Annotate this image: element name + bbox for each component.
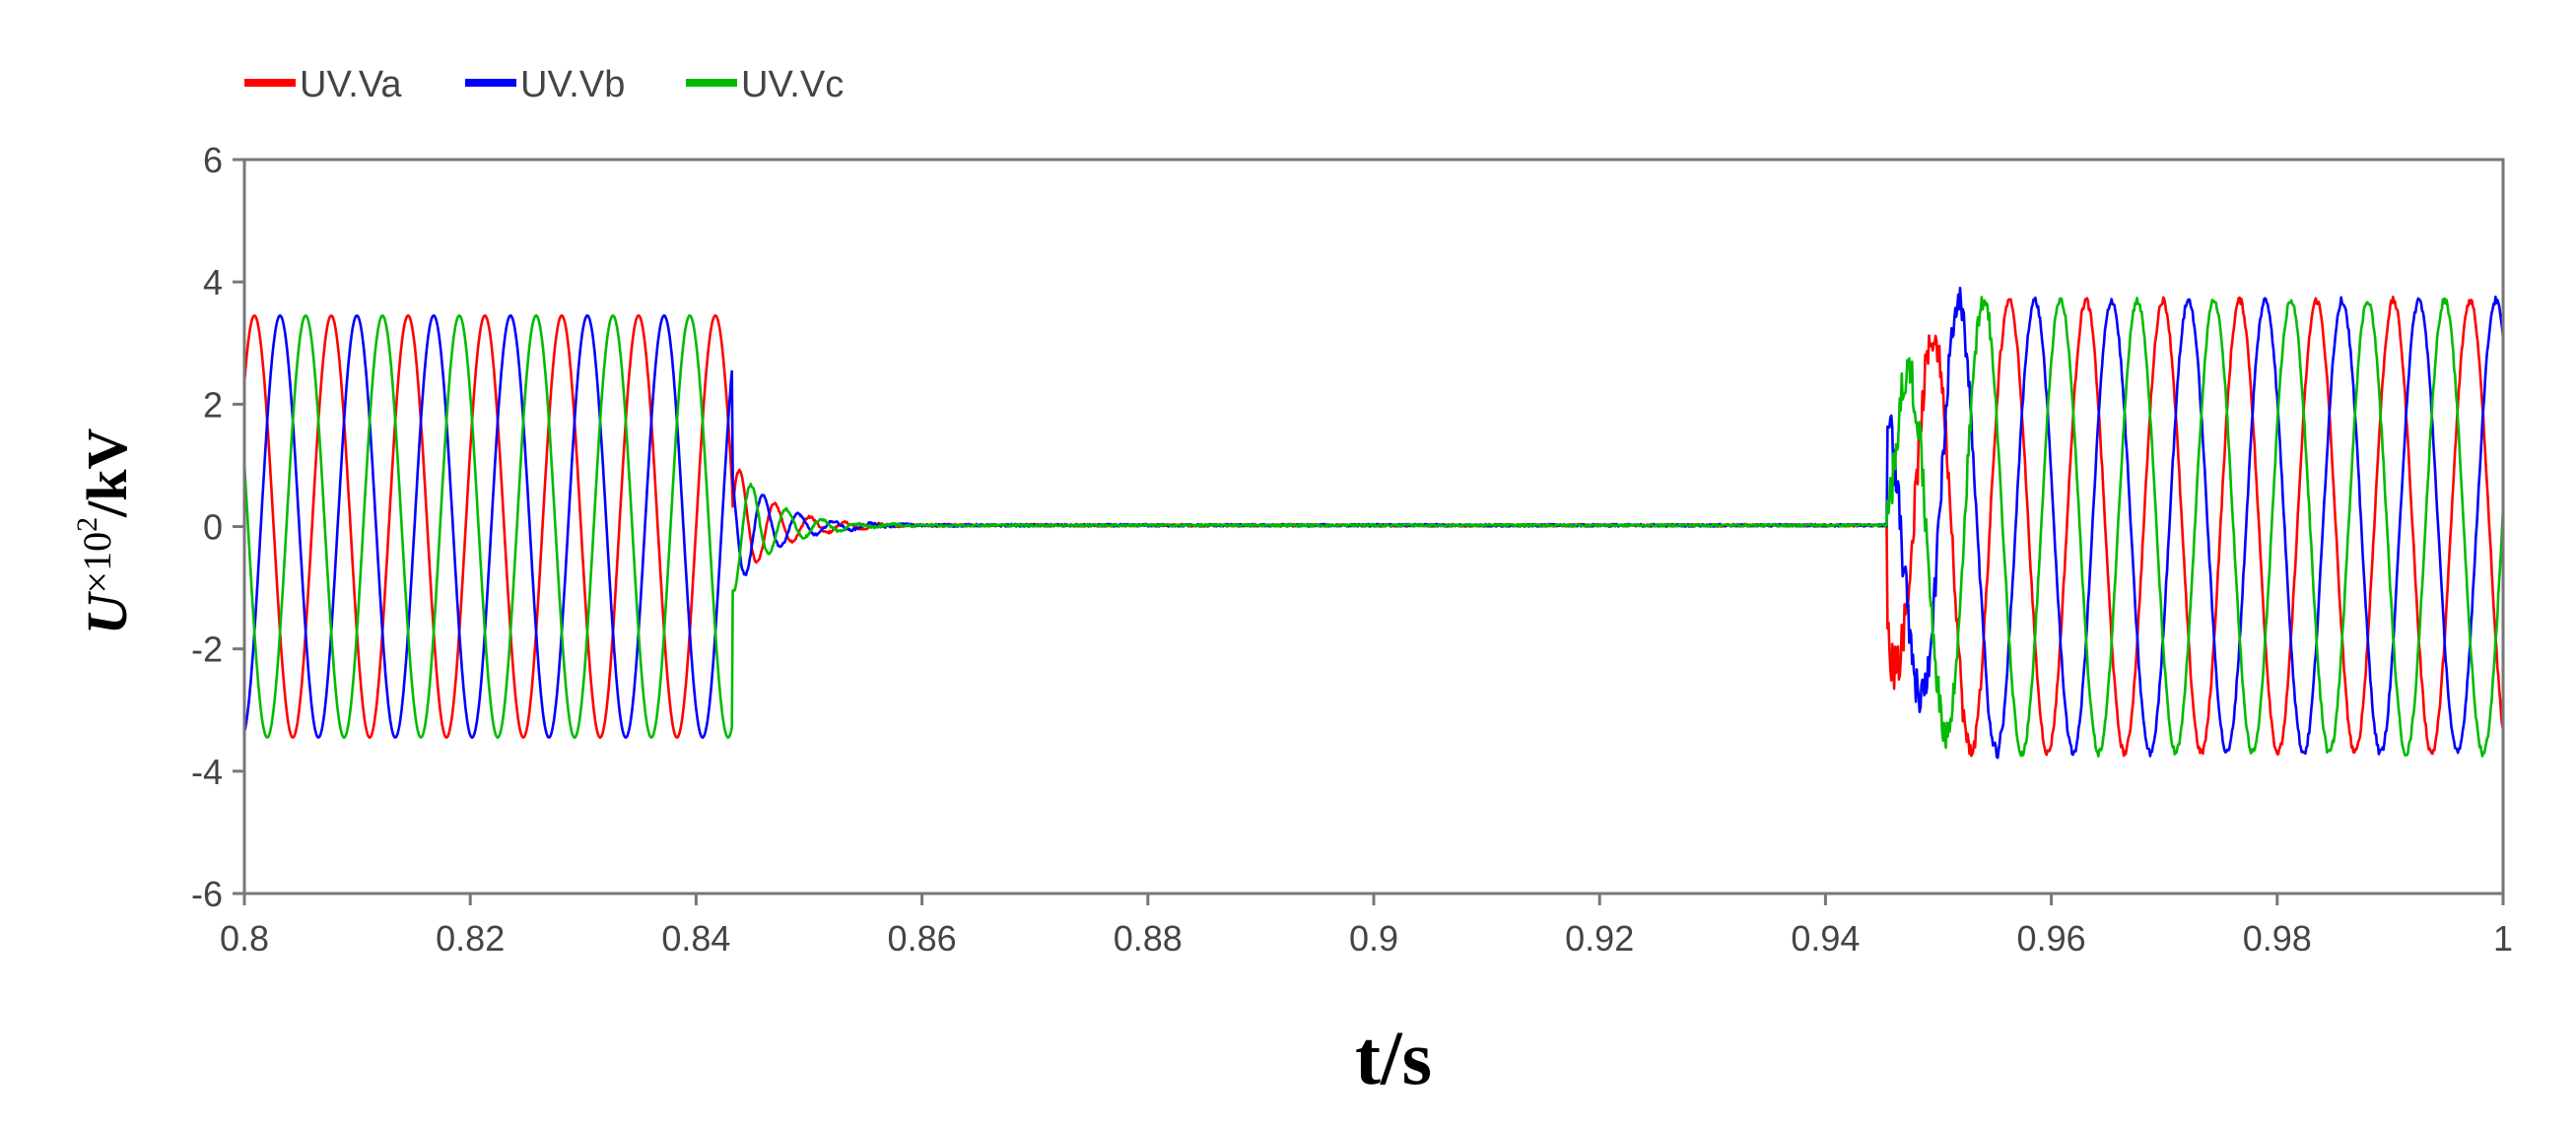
x-axis-ticks: 0.8 0.82 0.84 0.86 0.88 0.9 0.92 0.94 0.96 0.98 1 bbox=[220, 894, 2513, 959]
x-tick-label: 0.86 bbox=[888, 918, 957, 959]
y-axis-label: U×102/kV bbox=[71, 429, 139, 635]
legend-label: UV.Vc bbox=[741, 64, 844, 105]
x-tick-label: 1 bbox=[2493, 918, 2513, 959]
series-line-uv-vc bbox=[242, 296, 2505, 758]
x-tick-label: 0.9 bbox=[1349, 918, 1398, 959]
legend-label: UV.Vb bbox=[520, 64, 625, 105]
y-tick-label: 0 bbox=[203, 507, 223, 548]
y-tick-label: -2 bbox=[191, 629, 223, 670]
y-axis-unit: /kV bbox=[75, 429, 139, 518]
x-tick-label: 0.96 bbox=[2017, 918, 2086, 959]
x-tick-label: 0.88 bbox=[1114, 918, 1183, 959]
y-tick-label: 2 bbox=[203, 384, 223, 425]
x-axis-label: t/s bbox=[1355, 1015, 1432, 1100]
x-tick-label: 0.82 bbox=[436, 918, 505, 959]
x-tick-label: 0.98 bbox=[2243, 918, 2312, 959]
y-axis-exponent: 2 bbox=[71, 517, 103, 532]
y-axis-ticks: 6 4 2 0 -2 -4 -6 bbox=[191, 140, 244, 914]
legend-label: UV.Va bbox=[300, 64, 402, 105]
x-tick-label: 0.8 bbox=[220, 918, 269, 959]
y-axis-multiplier: ×10 bbox=[75, 532, 119, 594]
x-tick-label: 0.84 bbox=[661, 918, 730, 959]
y-tick-label: 6 bbox=[203, 140, 223, 180]
y-tick-label: 4 bbox=[203, 262, 223, 302]
x-tick-label: 0.92 bbox=[1565, 918, 1634, 959]
legend: UV.Va UV.Vb UV.Vc bbox=[244, 64, 844, 105]
series-group bbox=[242, 287, 2505, 760]
y-axis-symbol: U bbox=[75, 590, 139, 634]
y-tick-label: -6 bbox=[191, 874, 223, 914]
plot-frame bbox=[242, 158, 2505, 895]
x-tick-label: 0.94 bbox=[1791, 918, 1860, 959]
y-tick-label: -4 bbox=[191, 752, 223, 792]
